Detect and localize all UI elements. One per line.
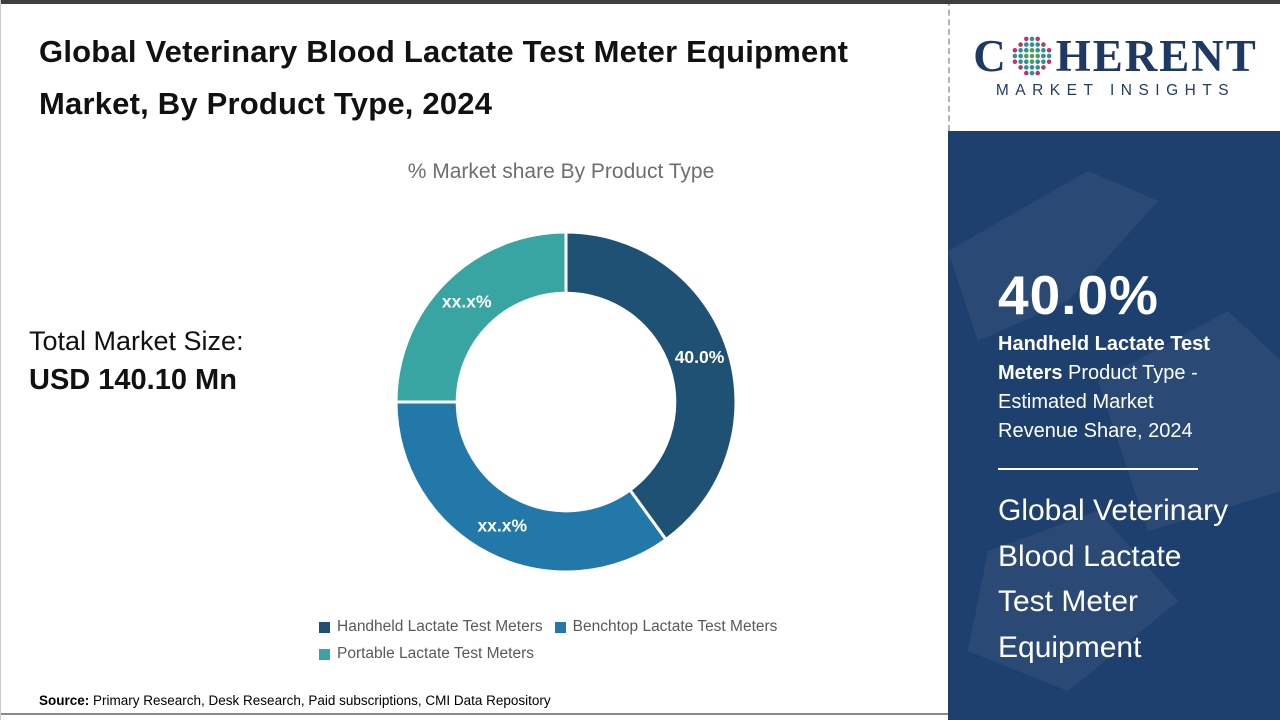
donut-label: 40.0% bbox=[675, 347, 725, 367]
bottom-rule bbox=[1, 713, 948, 715]
source-label: Source: bbox=[39, 693, 90, 708]
legend-label: Benchtop Lactate Test Meters bbox=[572, 618, 778, 635]
brand-logo: C HERENT MARKET INSIGHTS bbox=[948, 0, 1280, 131]
stat-description: Handheld Lactate Test Meters Product Typ… bbox=[998, 330, 1233, 446]
donut-segment-handheld-lactate-test-meters bbox=[564, 230, 738, 542]
donut-chart-svg: 40.0% xx.x% xx.x% bbox=[394, 230, 738, 574]
legend-label: Handheld Lactate Test Meters bbox=[337, 618, 543, 635]
brand-logo-wordmark: C HERENT bbox=[973, 33, 1258, 79]
legend-label: Portable Lactate Test Meters bbox=[337, 645, 535, 662]
donut-chart: 40.0% xx.x% xx.x% bbox=[386, 222, 746, 582]
right-column: C HERENT MARKET INSIGHTS 40.0% Handheld … bbox=[948, 0, 1280, 720]
legend-item: Portable Lactate Test Meters bbox=[319, 645, 534, 663]
dotted-globe-icon bbox=[1012, 36, 1052, 76]
donut-label: xx.x% bbox=[442, 291, 492, 311]
page-title: Global Veterinary Blood Lactate Test Met… bbox=[39, 34, 849, 121]
donut-segment-portable-lactate-test-meters bbox=[394, 230, 568, 404]
stat-desc-text: Product Type - Estimated Market Revenue … bbox=[998, 362, 1198, 442]
legend-item: Benchtop Lactate Test Meters bbox=[554, 618, 778, 636]
source-text: Primary Research, Desk Research, Paid su… bbox=[89, 693, 551, 708]
slide-top-border bbox=[1, 0, 1280, 4]
total-market-size-value: USD 140.10 Mn bbox=[29, 364, 237, 396]
panel-market-name: Global Veterinary Blood Lactate Test Met… bbox=[998, 494, 1229, 664]
logo-letters-herent: HERENT bbox=[1055, 30, 1258, 81]
logo-letter-c: C bbox=[973, 30, 1008, 81]
donut-segment-benchtop-lactate-test-meters bbox=[394, 400, 669, 574]
source-line: Source: Primary Research, Desk Research,… bbox=[39, 693, 551, 708]
panel-divider bbox=[998, 468, 1198, 470]
chart-title: % Market share By Product Type bbox=[407, 160, 715, 183]
chart-legend: Handheld Lactate Test Meters Benchtop Lac… bbox=[319, 618, 824, 663]
brand-tagline: MARKET INSIGHTS bbox=[995, 82, 1236, 99]
side-panel: 40.0% Handheld Lactate Test Meters Produ… bbox=[948, 131, 1280, 720]
legend-item: Handheld Lactate Test Meters bbox=[319, 618, 543, 636]
world-map-texture bbox=[948, 171, 1280, 691]
total-market-size: Total Market Size: USD 140.10 Mn bbox=[29, 322, 244, 400]
stat-value: 40.0% bbox=[998, 264, 1159, 326]
total-market-size-label: Total Market Size: bbox=[29, 326, 244, 356]
legend-swatch-icon bbox=[319, 648, 330, 660]
stat-product-name: Handheld Lactate Test Meters bbox=[998, 333, 1210, 384]
legend-swatch-icon bbox=[319, 621, 330, 633]
legend-swatch-icon bbox=[554, 621, 566, 633]
donut-label: xx.x% bbox=[477, 516, 527, 536]
